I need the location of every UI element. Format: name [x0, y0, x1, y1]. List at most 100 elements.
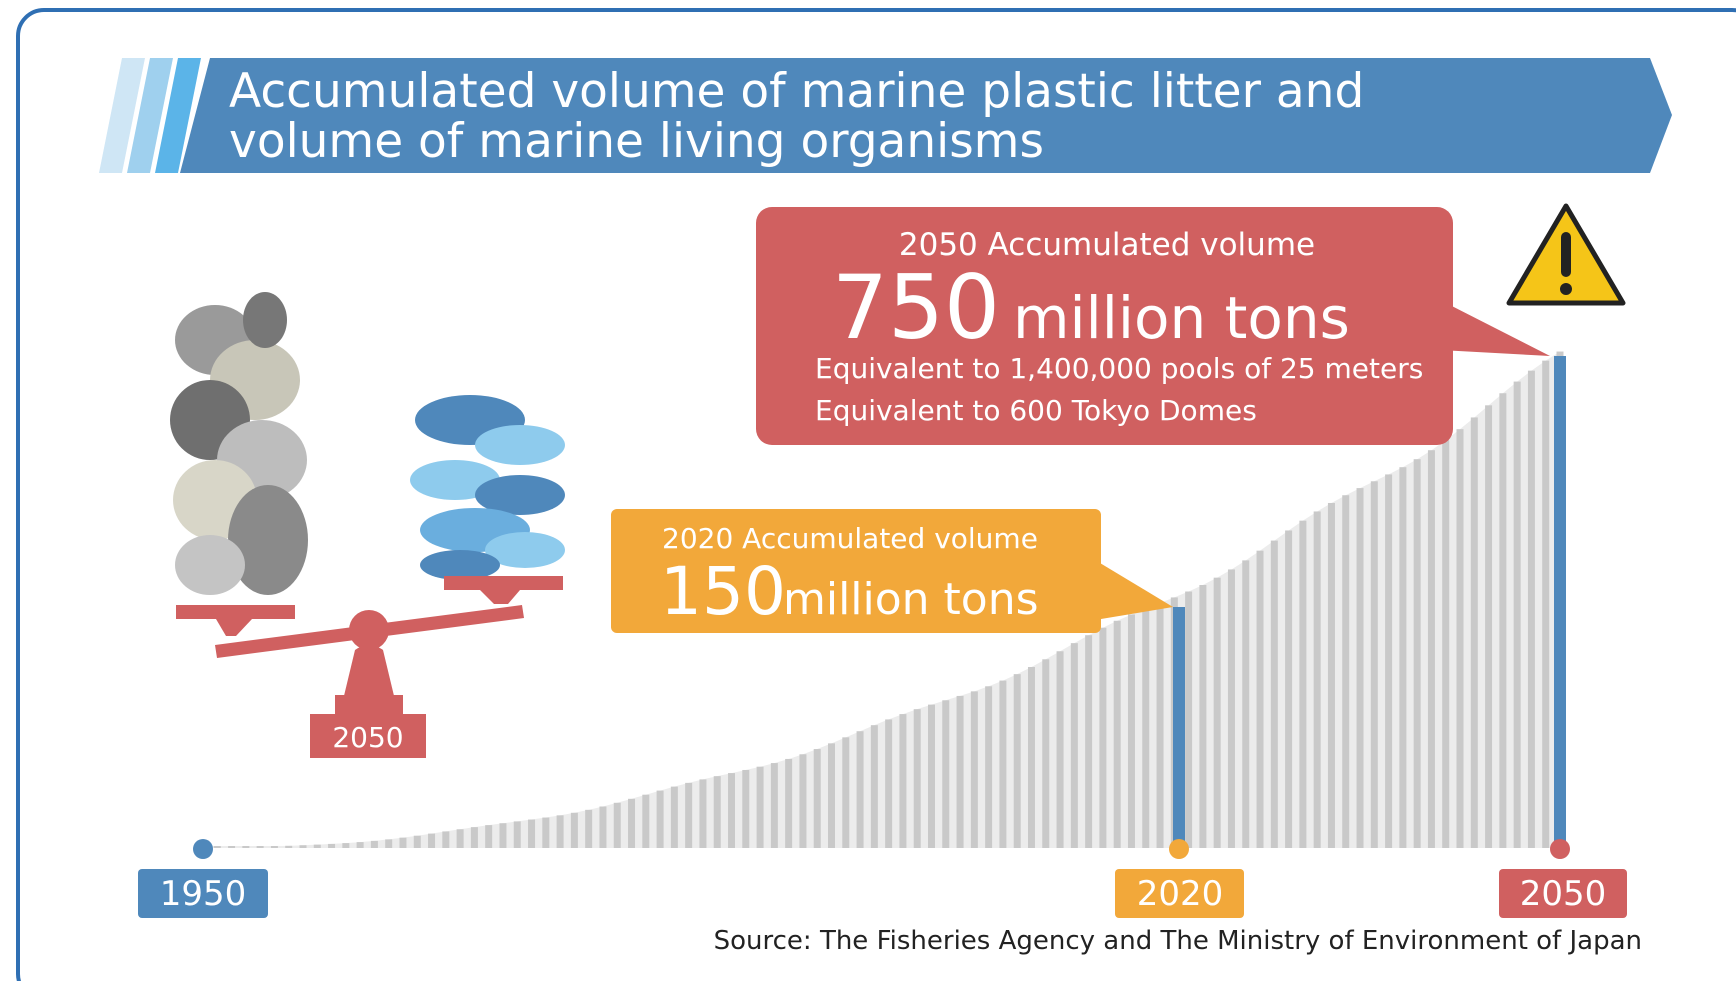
bar-stripe: [1399, 467, 1407, 848]
bar-stripe: [742, 769, 750, 848]
bar-stripe: [770, 763, 778, 848]
bar-stripe: [799, 754, 807, 848]
bar-stripe: [1327, 502, 1335, 848]
bar-stripe: [1413, 459, 1421, 848]
bar-stripe: [1456, 429, 1464, 848]
bar-stripe: [685, 782, 693, 848]
bar-stripe: [1042, 659, 1050, 848]
area-bg: [203, 351, 1560, 848]
bar-stripe: [956, 695, 964, 848]
callout-note: Equivalent to 1,400,000 pools of 25 mete…: [815, 352, 1423, 385]
bar-stripe: [699, 779, 707, 848]
bar-stripe: [542, 817, 550, 848]
bar-stripe: [1313, 511, 1321, 848]
bar-stripe: [942, 700, 950, 848]
bar-stripe: [613, 802, 621, 848]
bar-stripe: [756, 766, 764, 848]
bar-stripe: [1499, 393, 1507, 848]
bar-stripe: [785, 758, 793, 848]
bar-stripe: [213, 846, 221, 848]
timeline-label: 1950: [160, 874, 247, 914]
bar-stripe: [485, 825, 493, 848]
title-line: Accumulated volume of marine plastic lit…: [229, 64, 1364, 119]
bar-area: [199, 351, 1566, 848]
callout-note: Equivalent to 600 Tokyo Domes: [815, 394, 1257, 427]
bar-stripe: [499, 823, 507, 848]
callout-value: 750: [832, 256, 1000, 359]
bar-stripe: [1227, 569, 1235, 848]
bar-stripe: [399, 837, 407, 848]
bar-stripe: [1370, 481, 1378, 848]
bar-stripe: [356, 842, 364, 848]
bar-stripe: [985, 686, 993, 848]
bar-stripe: [299, 845, 307, 848]
bar-stripe: [885, 719, 893, 848]
bar-stripe: [256, 846, 264, 848]
bar-stripe: [1099, 627, 1107, 848]
bar-stripe: [927, 704, 935, 848]
bar-stripe: [228, 846, 236, 848]
bar-stripe: [513, 821, 521, 848]
callout-unit: million tons: [783, 574, 1039, 625]
bar-stripe: [1242, 560, 1250, 848]
callout-unit: million tons: [1013, 284, 1350, 352]
bar-stripe: [1270, 540, 1278, 848]
bar-stripe: [1056, 651, 1064, 848]
bar-stripe: [1113, 620, 1121, 848]
bar-stripe: [585, 809, 593, 848]
bar-stripe: [713, 776, 721, 848]
bar-stripe: [270, 846, 278, 848]
bar-stripe: [1299, 520, 1307, 848]
bar-stripe: [342, 843, 350, 848]
bar-stripe: [313, 844, 321, 848]
bar-stripe: [842, 737, 850, 848]
bar-stripe: [828, 743, 836, 848]
callout-heading: 2050 Accumulated volume: [899, 227, 1315, 263]
callout-heading: 2020 Accumulated volume: [662, 522, 1038, 555]
scale-illustration: [170, 292, 565, 758]
bar-stripe: [442, 831, 450, 848]
timeline-label: 2050: [1520, 874, 1607, 914]
bar-stripe: [728, 773, 736, 848]
bar-stripe: [570, 812, 578, 848]
bar-stripe: [556, 815, 564, 848]
title-line: volume of marine living organisms: [229, 114, 1044, 169]
bar-stripe: [856, 731, 864, 848]
bar-stripe: [642, 794, 650, 848]
bar-stripe: [1213, 577, 1221, 848]
callout-value: 150: [660, 553, 786, 630]
bar-stripe: [1470, 417, 1478, 848]
timeline-label: 2020: [1137, 874, 1224, 914]
bar-stripe: [970, 691, 978, 848]
bar-stripe: [1427, 450, 1435, 848]
bar-stripe: [285, 845, 293, 848]
bar-stripe: [428, 833, 436, 848]
bar-stripe: [813, 749, 821, 848]
callout-2020: [611, 509, 1173, 633]
bar-stripe: [999, 680, 1007, 848]
bar-stripe: [1513, 381, 1521, 848]
bar-stripe: [1342, 495, 1350, 848]
bar-stripe: [1085, 635, 1093, 848]
bar-stripe: [528, 819, 536, 848]
bar-stripe: [870, 725, 878, 848]
bar-stripe: [1027, 667, 1035, 848]
bar-stripe: [670, 786, 678, 848]
bar-stripe: [1013, 674, 1021, 848]
highlight-bar: [1173, 607, 1185, 848]
callout-2050: [756, 207, 1550, 445]
bar-stripe: [1127, 614, 1135, 848]
bar-stripe: [913, 709, 921, 848]
bar-stripe: [628, 798, 636, 848]
source: Source: The Fisheries Agency and The Min…: [714, 926, 1642, 956]
bar-stripe: [413, 835, 421, 848]
bar-stripe: [1256, 550, 1264, 848]
bar-stripe: [328, 843, 336, 848]
bar-stripe: [1142, 608, 1150, 848]
bar-stripe: [1542, 360, 1550, 848]
bar-stripe: [1385, 474, 1393, 848]
bar-stripe: [1356, 488, 1364, 848]
bar-stripe: [1156, 603, 1164, 848]
bar-stripe: [385, 839, 393, 848]
